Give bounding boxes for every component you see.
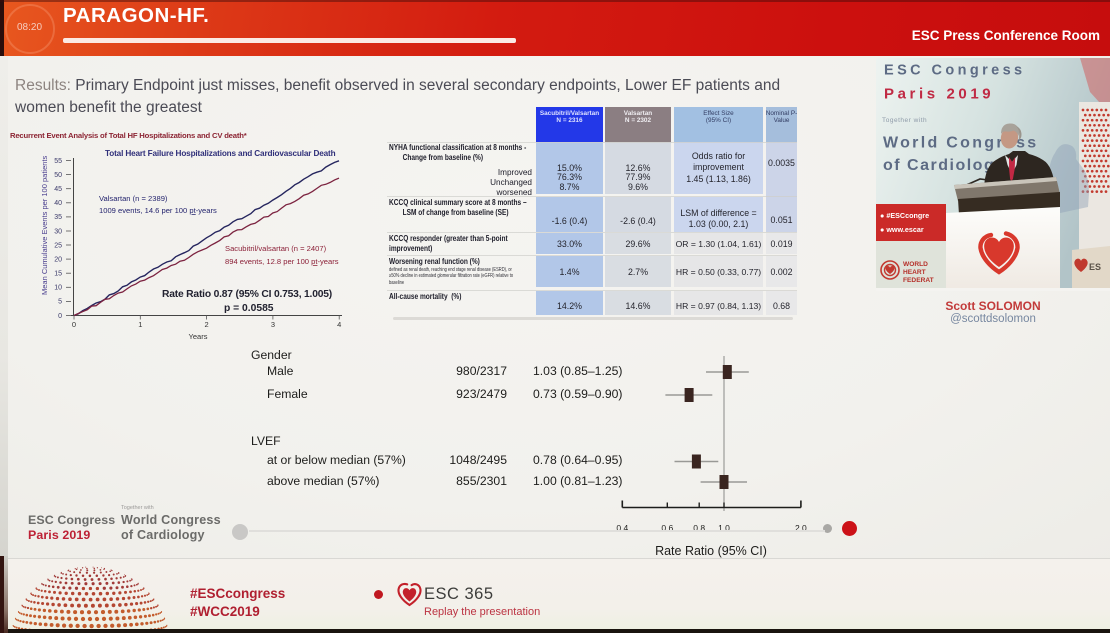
svg-text:40: 40 <box>54 200 62 207</box>
svg-text:25: 25 <box>54 242 62 249</box>
svg-text:HEART: HEART <box>903 269 926 276</box>
svg-text:3: 3 <box>271 320 275 329</box>
svg-text:0: 0 <box>58 313 62 320</box>
svg-text:Rate Ratio 0.87 (95% CI 0.753,: Rate Ratio 0.87 (95% CI 0.753, 1.005) <box>162 289 332 300</box>
svg-text:35: 35 <box>54 214 62 221</box>
svg-text:30: 30 <box>54 228 62 235</box>
svg-text:Valsartan (n = 2389): Valsartan (n = 2389) <box>99 194 168 203</box>
svg-text:Together with: Together with <box>882 117 927 124</box>
svg-text:10: 10 <box>54 285 62 292</box>
svg-text:5: 5 <box>58 299 62 306</box>
svg-text:4: 4 <box>337 320 341 329</box>
svg-text:Total Heart Failure Hospitaliz: Total Heart Failure Hospitalizations and… <box>105 149 336 158</box>
svg-text:of Cardiology: of Cardiology <box>883 157 1006 174</box>
svg-text:FEDERAT: FEDERAT <box>903 277 934 284</box>
svg-text:894 events, 12.8 per 100 pt-ye: 894 events, 12.8 per 100 pt-years <box>225 257 339 266</box>
svg-text:Sacubitril/valsartan (n = 2407: Sacubitril/valsartan (n = 2407) <box>225 244 327 253</box>
svg-text:● www.escar: ● www.escar <box>880 225 924 234</box>
svg-text:Recurrent Event Analysis of To: Recurrent Event Analysis of Total HF Hos… <box>10 131 247 140</box>
svg-text:15: 15 <box>54 271 62 278</box>
svg-text:World Congress: World Congress <box>883 135 1038 152</box>
svg-text:Mean Cumulative Events per 100: Mean Cumulative Events per 100 patients <box>40 156 49 295</box>
svg-text:● #ESCcongre: ● #ESCcongre <box>880 211 929 220</box>
svg-text:45: 45 <box>54 186 62 193</box>
svg-text:Years: Years <box>189 332 208 341</box>
svg-text:p = 0.0585: p = 0.0585 <box>224 303 274 314</box>
svg-text:Paris 2019: Paris 2019 <box>884 86 994 103</box>
svg-text:ES: ES <box>1089 262 1101 272</box>
svg-text:1: 1 <box>138 320 142 329</box>
svg-text:1009 events, 14.6 per 100 pt-y: 1009 events, 14.6 per 100 pt-years <box>99 206 217 215</box>
svg-text:50: 50 <box>54 172 62 179</box>
svg-text:0: 0 <box>72 320 76 329</box>
svg-text:WORLD: WORLD <box>903 261 928 268</box>
svg-text:ESC Congress: ESC Congress <box>884 63 1026 79</box>
svg-text:2: 2 <box>205 320 209 329</box>
svg-text:55: 55 <box>54 158 62 165</box>
svg-text:20: 20 <box>54 256 62 263</box>
